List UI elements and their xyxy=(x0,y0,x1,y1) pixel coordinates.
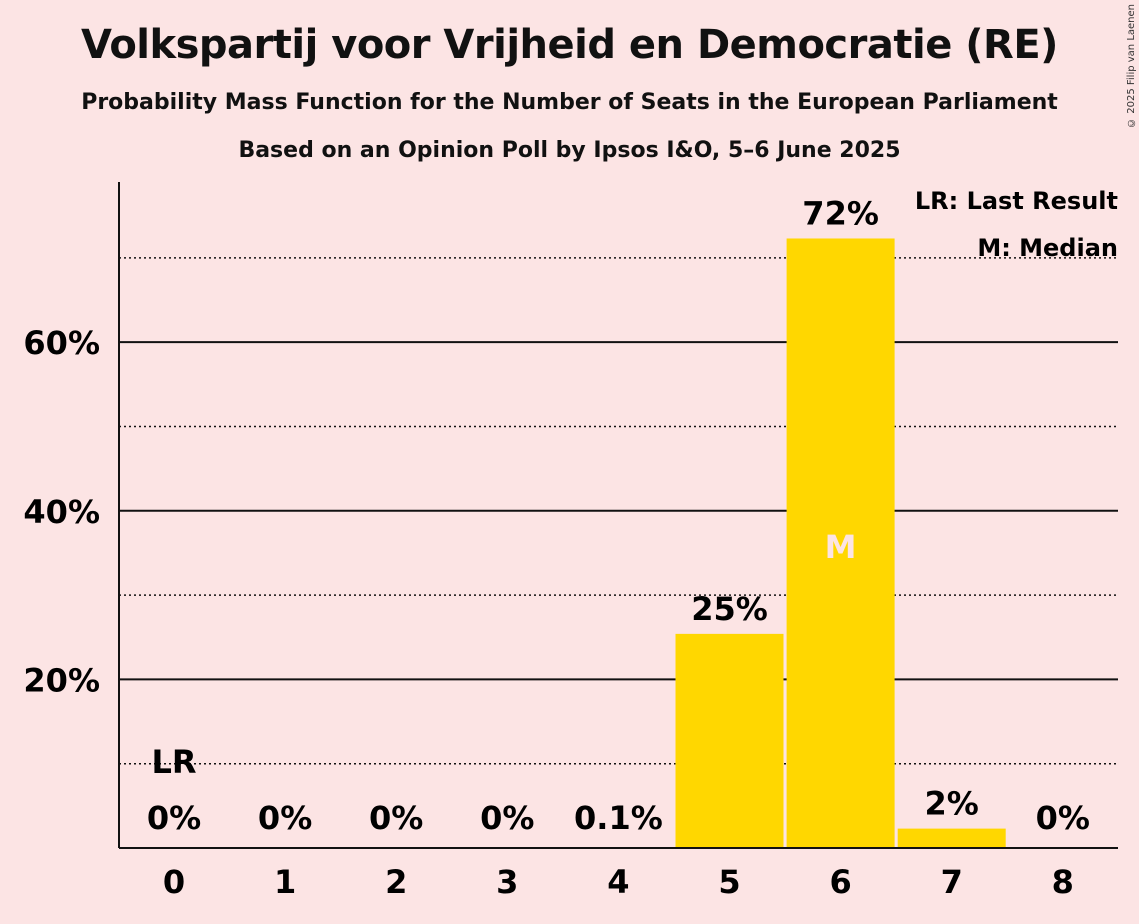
data-label: 0.1% xyxy=(574,799,663,837)
axes: 20% 40% 60% 0 1 2 3 4 5 6 7 8 xyxy=(23,182,1118,901)
legend: LR: Last Result M: Median xyxy=(915,187,1118,262)
y-tick-label: 60% xyxy=(23,324,100,362)
data-label: 0% xyxy=(480,799,534,837)
x-tick-label: 6 xyxy=(829,863,851,901)
x-tick-label: 4 xyxy=(607,863,629,901)
bar-seat-6 xyxy=(786,238,895,849)
data-label: 0% xyxy=(369,799,423,837)
x-tick-label: 5 xyxy=(718,863,740,901)
x-tick-label: 0 xyxy=(163,863,185,901)
legend-median: M: Median xyxy=(977,234,1118,262)
last-result-marker: LR xyxy=(151,743,196,781)
chart-title: Volkspartij voor Vrijheid en Democratie … xyxy=(81,22,1058,68)
data-label: 0% xyxy=(258,799,312,837)
data-labels: 0% 0% 0% 0% 0.1% 25% 72% 2% 0% M LR xyxy=(147,194,1090,837)
x-tick-label: 8 xyxy=(1052,863,1074,901)
bars xyxy=(564,238,1006,849)
chart-subtitle: Probability Mass Function for the Number… xyxy=(81,90,1058,115)
x-tick-label: 1 xyxy=(274,863,296,901)
bar-seat-7 xyxy=(897,828,1006,848)
data-label: 0% xyxy=(1036,799,1090,837)
x-tick-label: 7 xyxy=(941,863,963,901)
y-tick-label: 40% xyxy=(23,493,100,531)
median-marker: M xyxy=(825,528,857,566)
x-tick-label: 2 xyxy=(385,863,407,901)
y-tick-label: 20% xyxy=(23,661,100,699)
data-label: 72% xyxy=(802,194,879,232)
data-label: 25% xyxy=(691,590,768,628)
bar-seat-5 xyxy=(675,633,784,848)
data-label: 0% xyxy=(147,799,201,837)
grid-lines xyxy=(119,257,1118,765)
x-tick-label: 3 xyxy=(496,863,518,901)
chart-source: Based on an Opinion Poll by Ipsos I&O, 5… xyxy=(238,138,901,163)
legend-last-result: LR: Last Result xyxy=(915,187,1118,215)
data-label: 2% xyxy=(925,785,979,823)
